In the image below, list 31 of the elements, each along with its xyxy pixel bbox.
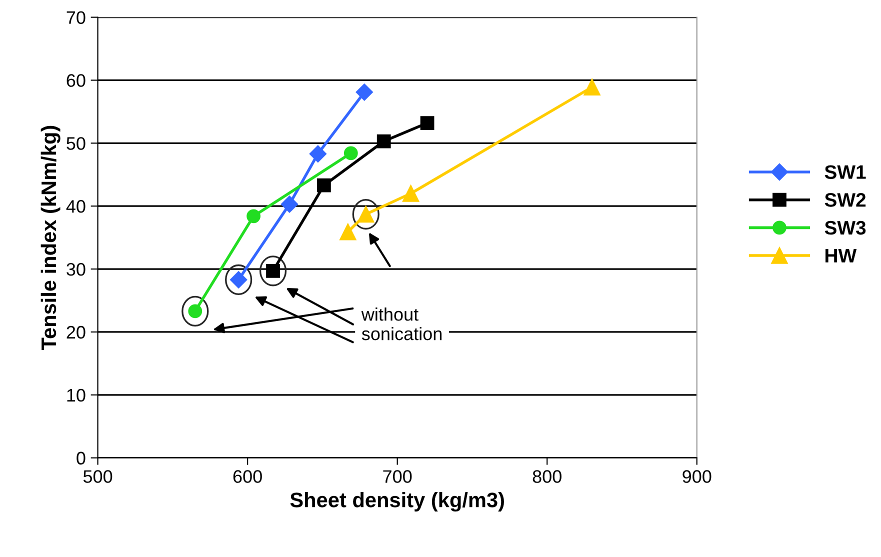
point: [309, 145, 327, 162]
y-tick-label: 60: [66, 74, 86, 87]
x-axis-title: Sheet density (kg/m3): [290, 492, 504, 512]
point: [246, 209, 260, 224]
x-tick-label: 800: [532, 470, 562, 483]
y-tick-label: 30: [66, 262, 86, 276]
y-tick-label: 0: [76, 452, 86, 465]
point: [584, 78, 600, 96]
legend-label: SW1: [824, 165, 866, 179]
x-tick-label: 500: [83, 470, 112, 483]
point: [356, 84, 373, 101]
x-tick-label: 700: [383, 470, 412, 483]
y-axis-title: Tensile index (kNm/kg): [40, 126, 60, 350]
legend-label: HW: [826, 248, 857, 262]
point: [376, 134, 391, 148]
x-tick-label: 900: [682, 470, 712, 483]
y-tick-label: 70: [66, 11, 86, 24]
point: [280, 196, 298, 213]
y-tick-label: 20: [66, 326, 86, 339]
y-tick-label: 50: [66, 137, 86, 150]
x-tick-label: 600: [233, 470, 262, 483]
point: [344, 146, 358, 160]
y-tick-label: 10: [67, 388, 86, 402]
annotation: without sonication: [361, 308, 442, 340]
point: [420, 116, 434, 130]
legend-label: SW3: [824, 220, 866, 235]
point: [340, 224, 356, 240]
point: [402, 185, 420, 202]
legend-label: SW2: [824, 193, 866, 207]
y-tick-label: 40: [66, 200, 86, 213]
point: [317, 178, 331, 192]
